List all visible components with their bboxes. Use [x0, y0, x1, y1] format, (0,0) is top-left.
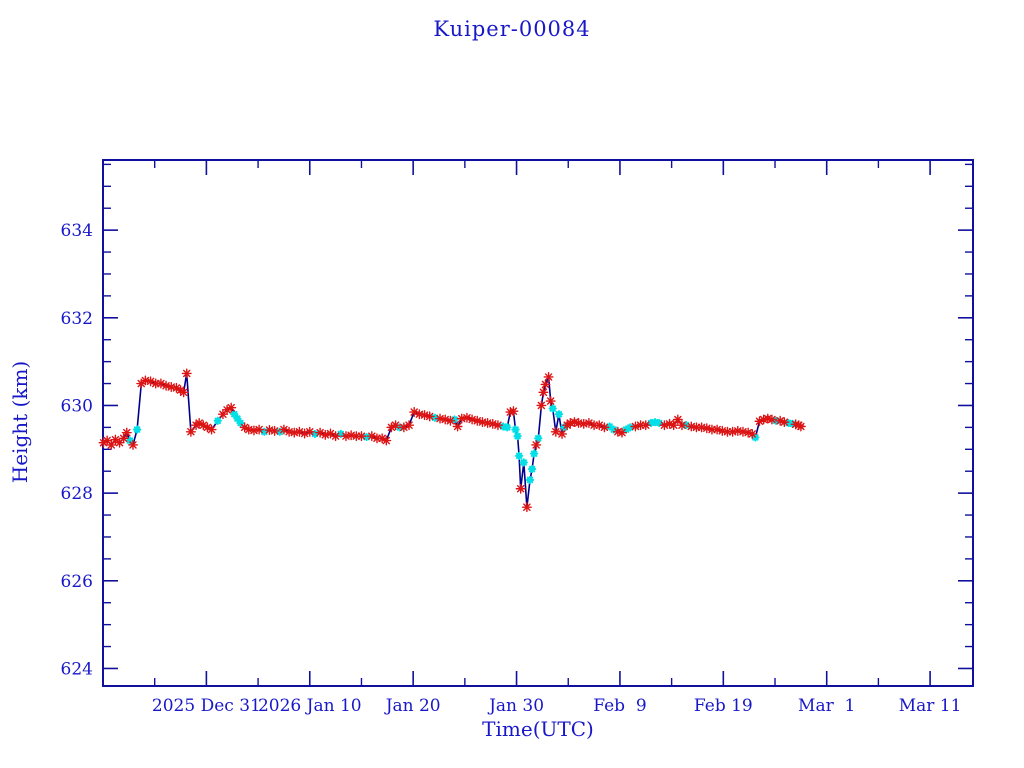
y-tick-label: 626 — [61, 572, 93, 592]
marker-red — [538, 387, 549, 398]
marker-cyan — [514, 451, 524, 461]
marker-cyan — [525, 475, 535, 485]
marker-red — [390, 420, 401, 431]
x-tick-label: 2026 Jan 10 — [258, 696, 362, 716]
marker-red — [706, 424, 717, 435]
x-tick-label: Feb 19 — [694, 696, 753, 716]
marker-red — [178, 387, 189, 398]
marker-red — [226, 402, 237, 413]
marker-red — [722, 426, 733, 437]
marker-red — [304, 426, 315, 437]
marker-red — [492, 420, 503, 431]
marker-red — [521, 502, 532, 513]
marker-red — [166, 382, 177, 393]
x-tick-label: Mar 11 — [899, 696, 962, 716]
marker-red — [672, 414, 683, 425]
y-tick-label: 632 — [61, 309, 93, 329]
marker-red — [617, 427, 628, 438]
marker-red — [381, 435, 392, 446]
marker-cyan — [511, 425, 520, 434]
y-tick-label: 630 — [61, 396, 93, 416]
marker-red — [545, 396, 556, 407]
marker-cyan — [233, 414, 242, 423]
marker-red — [795, 421, 806, 432]
marker-cyan — [529, 449, 539, 458]
marker-red — [508, 406, 519, 417]
x-tick-label: 2025 Dec 31 — [152, 696, 261, 716]
marker-red — [515, 483, 526, 494]
chart-title: Kuiper-00084 — [433, 17, 591, 41]
marker-cyan — [132, 425, 142, 434]
marker-cyan — [513, 431, 522, 441]
marker-red — [424, 411, 435, 422]
y-tick-label: 634 — [61, 221, 93, 241]
marker-red — [206, 424, 217, 435]
marker-red — [779, 417, 790, 428]
marker-red — [747, 428, 758, 439]
marker-red — [668, 420, 679, 431]
axis-frame — [102, 159, 974, 687]
data-line — [103, 373, 802, 508]
marker-cyan — [554, 410, 564, 419]
marker-red — [599, 422, 610, 433]
y-tick-label: 624 — [61, 659, 93, 679]
marker-red — [732, 425, 743, 436]
marker-red — [536, 400, 547, 411]
marker-cyan — [527, 464, 537, 474]
marker-red — [269, 425, 280, 436]
x-tick-label: Mar 1 — [798, 696, 855, 716]
x-tick-label: Jan 30 — [487, 696, 544, 716]
marker-cyan — [548, 404, 557, 413]
marker-red — [543, 371, 554, 382]
marker-red — [404, 420, 415, 431]
marker-cyan — [534, 434, 543, 443]
marker-red — [121, 427, 132, 438]
x-tick-label: Jan 20 — [384, 696, 441, 716]
marker-red — [185, 426, 196, 437]
x-tick-label: Feb 9 — [593, 696, 646, 716]
marker-red — [315, 427, 326, 438]
marker-cyan — [519, 458, 528, 467]
marker-red — [664, 418, 675, 429]
marker-red — [254, 424, 265, 435]
marker-red — [540, 379, 551, 390]
marker-red — [330, 431, 341, 442]
marker-red — [531, 439, 542, 450]
marker-red — [106, 439, 117, 450]
marker-red — [775, 415, 786, 426]
marker-red — [686, 421, 697, 432]
marker-red — [264, 425, 275, 436]
marker-red — [445, 415, 456, 426]
marker-red — [181, 368, 192, 379]
marker-red — [766, 414, 777, 425]
marker-red — [356, 431, 367, 442]
marker-red — [127, 439, 138, 450]
marker-cyan — [503, 423, 512, 432]
y-tick-label: 628 — [61, 484, 93, 504]
marker-cyan — [213, 416, 222, 425]
marker-red — [557, 428, 568, 439]
x-axis-label: Time(UTC) — [482, 717, 594, 741]
marker-red — [640, 420, 651, 431]
marker-red — [452, 421, 463, 432]
marker-red — [550, 426, 561, 437]
marker-red — [676, 420, 687, 431]
